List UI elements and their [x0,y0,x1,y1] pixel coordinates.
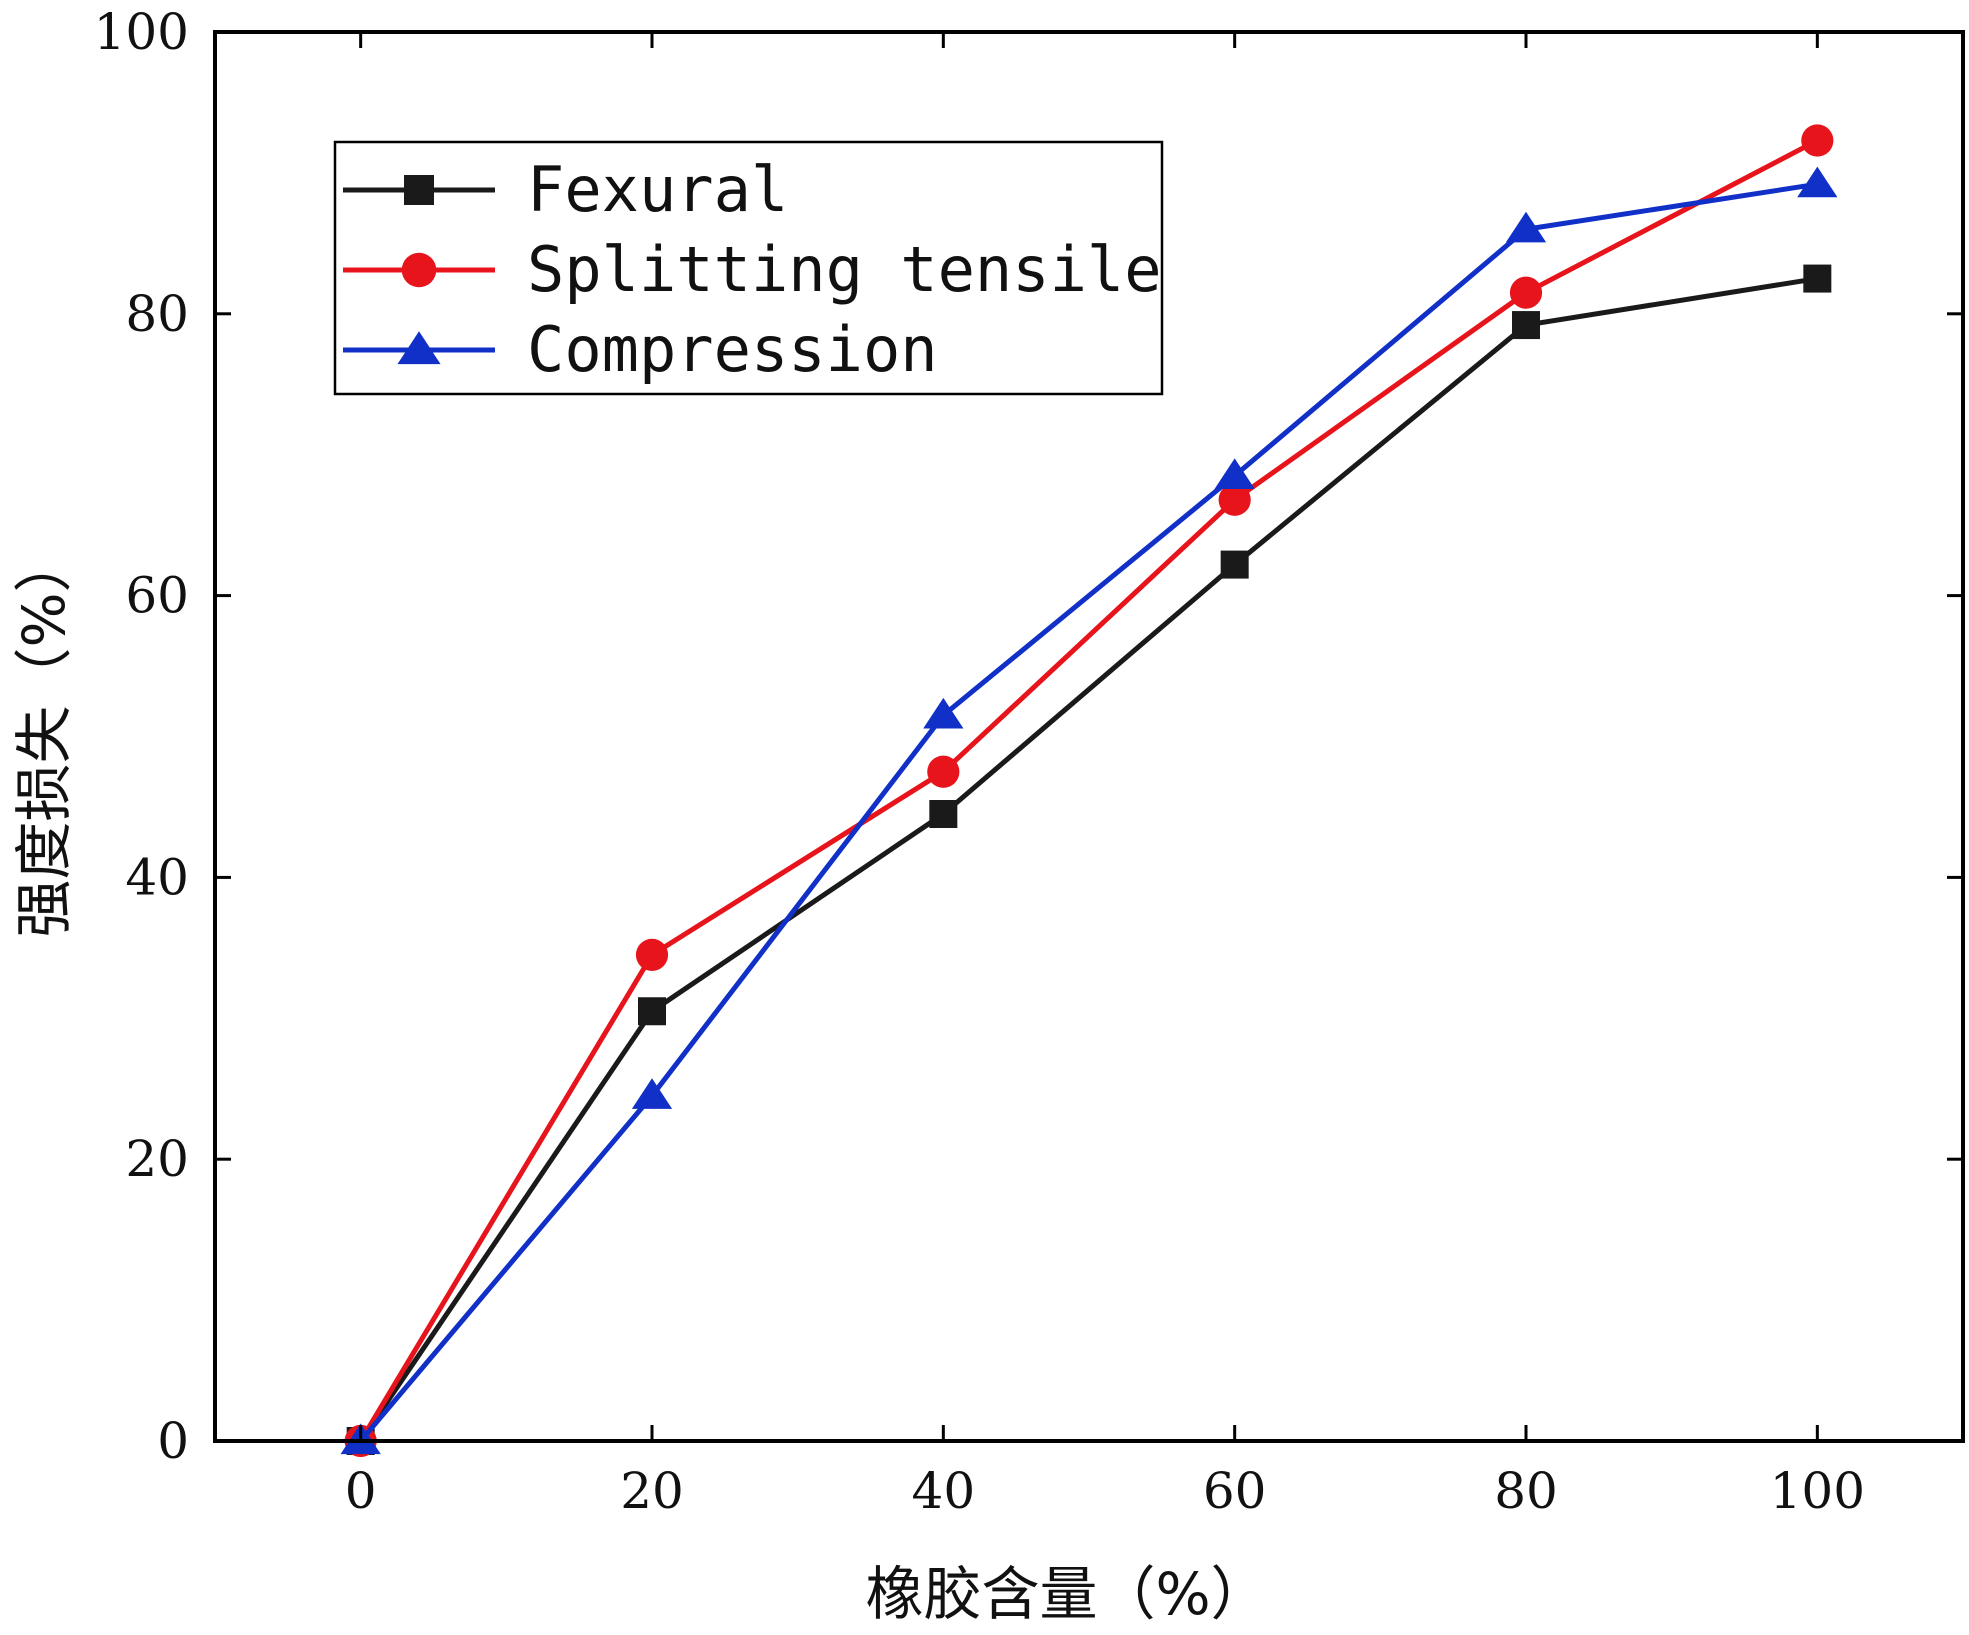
data-point [927,755,960,788]
legend-item: Fexural [343,153,788,226]
ticks-layer: 0 20 40 60 80 100 0 20 40 60 80 100 [94,3,1963,1520]
y-tick-label: 0 [157,1412,189,1470]
data-point [1512,311,1540,340]
series-line [358,181,1818,1443]
legend-marker [401,252,437,288]
y-axis-title: 强度损失（%） [10,534,78,937]
legend-marker [397,331,441,365]
data-point [635,938,669,971]
legend-item: Splitting tensile [343,233,1162,306]
x-tick-label: 60 [1203,1462,1267,1520]
data-point [638,997,666,1026]
data-point [923,697,964,729]
data-point [1797,166,1838,198]
legend-label: Fexural [527,153,788,226]
y-tick-label: 60 [125,567,189,625]
data-point [1505,211,1547,243]
data-point [929,799,958,828]
data-point [1509,276,1543,309]
legend-marker [404,175,434,205]
data-point [1801,124,1834,157]
x-axis-title: 橡胶含量（%） [865,1560,1268,1628]
series-line [358,138,1819,1443]
y-tick-label: 100 [94,3,189,61]
legend-label: Compression [527,313,938,386]
y-tick-label: 20 [125,1130,189,1188]
series-line [358,276,1818,1443]
y-tick-label: 40 [125,848,189,906]
series-layer [340,124,1838,1458]
data-point [1218,483,1251,516]
x-tick-label: 100 [1770,1462,1865,1520]
data-point [1220,550,1249,579]
plot-frame [213,30,1965,1443]
x-tick-label: 40 [912,1462,976,1520]
y-tick-label: 80 [125,285,189,343]
legend-label: Splitting tensile [527,233,1162,306]
legend-item: Compression [343,313,938,386]
data-point [631,1078,673,1109]
series-compression [340,166,1838,1455]
x-tick-label: 80 [1494,1462,1558,1520]
data-point [1803,264,1832,293]
x-tick-label: 0 [345,1462,377,1520]
data-point [1214,458,1255,489]
x-tick-label: 20 [620,1462,684,1520]
